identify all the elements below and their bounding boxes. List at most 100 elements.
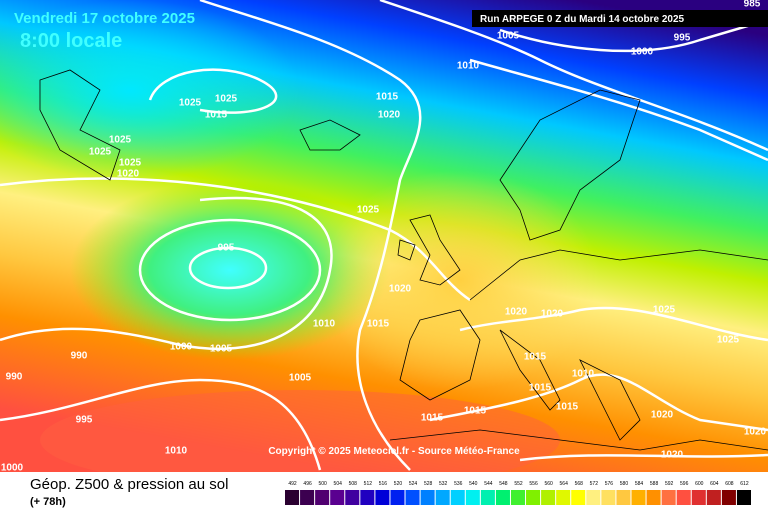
colorbar-swatch [571,490,586,505]
colorbar-label: 528 [424,481,433,487]
colorbar-label: 504 [334,481,343,487]
colorbar-label: 584 [635,481,644,487]
isobar-label: 1020 [661,450,684,461]
colorbar-label: 612 [740,481,749,487]
colorbar-label: 540 [469,481,478,487]
isobar-label: 1000 [170,342,193,353]
isobar-label: 1025 [109,135,132,146]
run-info: Run ARPEGE 0 Z du Mardi 14 octobre 2025 [480,14,685,25]
isobar-label: 1015 [464,406,487,417]
isobar-label: 1015 [524,352,547,363]
colorbar-swatch [330,490,345,505]
colorbar-swatch [736,490,751,505]
isobar-label: 1000 [1,463,24,474]
colorbar-swatch [586,490,601,505]
isobar-label: 995 [218,243,235,254]
colorbar-swatch [315,490,330,505]
colorbar-swatch [495,490,510,505]
colorbar-swatch [646,490,661,505]
colorbar-label: 544 [484,481,493,487]
colorbar-swatch [300,490,315,505]
colorbar-swatch [450,490,465,505]
colorbar-swatch [661,490,676,505]
ridge-area [320,170,600,390]
footer-title: Géop. Z500 & pression au sol [30,476,228,493]
colorbar-label: 496 [303,481,312,487]
isobar-label: 1015 [529,383,552,394]
run-box [472,10,768,27]
isobar-label: 1020 [117,169,140,180]
colorbar-swatch [541,490,556,505]
colorbar-label: 604 [710,481,719,487]
colorbar-label: 588 [650,481,659,487]
isobar-label: 990 [6,372,23,383]
colorbar-label: 564 [560,481,569,487]
colorbar-swatch [631,490,646,505]
isobar-label: 1010 [165,446,188,457]
warm-area [40,390,560,490]
isobar-label: 1015 [205,110,228,121]
colorbar-label: 532 [439,481,448,487]
colorbar-label: 568 [575,481,584,487]
colorbar-label: 508 [349,481,358,487]
colorbar-label: 500 [318,481,327,487]
coastlines [39,69,768,451]
isobar-label: 1015 [556,402,579,413]
colorbar-swatch [721,490,736,505]
isobar-label: 1025 [653,305,676,316]
colorbar-label: 580 [620,481,629,487]
isobar-label: 990 [71,351,88,362]
isobar-label: 1010 [313,319,336,330]
isobar-label: 1005 [210,344,233,355]
colorbar-label: 592 [665,481,674,487]
colorbar-label: 524 [409,481,418,487]
colorbar-label: 608 [725,481,734,487]
isobar-label: 1025 [215,94,238,105]
colorbar-swatch [480,490,495,505]
colorbar-label: 576 [605,481,614,487]
colorbar-swatch [465,490,480,505]
forecast-time: 8:00 locale [20,30,122,52]
colorbar-label: 520 [394,481,403,487]
colorbar-label: 556 [529,481,538,487]
isobar-label: 1015 [367,319,390,330]
isobar-label: 1025 [357,205,380,216]
colorbar-swatch [556,490,571,505]
forecast-date: Vendredi 17 octobre 2025 [14,10,195,27]
isobar-label: 1020 [389,284,412,295]
isobar-label: 985 [744,0,761,10]
isobar-label: 1010 [457,61,480,72]
isobar-label: 995 [76,415,93,426]
colorbar-swatch [616,490,631,505]
colorbar-swatch [375,490,390,505]
isobar-label: 1025 [119,158,142,169]
isobar-label: 1000 [631,47,654,58]
copyright: Copyright © 2025 Meteociel.fr - Source M… [268,446,520,457]
colorbar-label: 512 [364,481,373,487]
isobar-label: 1020 [378,110,401,121]
colorbar-label: 548 [499,481,508,487]
colorbar-swatch [706,490,721,505]
colorbar-swatch [345,490,360,505]
isobar-label: 1020 [541,309,564,320]
colorbar-swatch [691,490,706,505]
colorbar-label: 516 [379,481,388,487]
colorbar-label: 560 [544,481,553,487]
isobar-label: 1005 [289,373,312,384]
isobar-label: 1010 [572,369,595,380]
isobars [0,0,768,470]
colorbar-swatch [676,490,691,505]
colorbar-swatch [405,490,420,505]
colorbar-label: 536 [454,481,463,487]
colorbar-label: 492 [288,481,297,487]
isobar-label: 1025 [89,147,112,158]
colorbar-label: 596 [680,481,689,487]
isobar-label: 995 [674,33,691,44]
colorbar-label: 572 [590,481,599,487]
colorbar-swatch [390,490,405,505]
colorbar-swatch [510,490,526,505]
colorbar-label: 552 [514,481,523,487]
isobar-label: 1020 [744,427,767,438]
colorbar-swatch [285,490,300,505]
